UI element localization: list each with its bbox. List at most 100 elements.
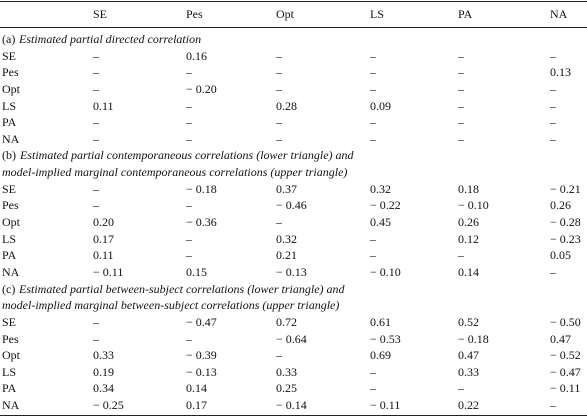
cell: – [458,98,464,113]
cell: – [93,48,99,63]
cell: − 0.11 [370,398,401,413]
cell: − 0.39 [186,348,217,363]
cell: – [276,115,282,130]
cell: 0.21 [276,248,297,263]
cell: – [276,65,282,80]
cell: 0.19 [93,364,114,379]
cell: – [186,115,192,130]
cell: – [370,364,376,379]
cell: – [550,131,556,146]
row-label: NA [2,398,20,413]
cell: 0.52 [458,314,479,329]
cell: 0.22 [458,398,479,413]
section-title: Estimated partial contemporaneous correl… [20,148,354,163]
cell: – [458,131,464,146]
column-header: PA [458,7,473,21]
header-rule [0,27,587,28]
row-label: LS [2,231,17,246]
row-label: Opt [2,215,20,230]
cell: − 0.13 [276,264,307,279]
cell: 0.12 [458,231,479,246]
cell: 0.26 [458,215,479,230]
cell: – [186,248,192,263]
row-label: Pes [2,331,19,346]
cell: − 0.11 [93,264,124,279]
cell: 0.61 [370,314,391,329]
column-header: Opt [276,7,294,21]
cell: − 0.10 [458,198,489,213]
section-label: (c) [2,281,16,296]
cell: 0.72 [276,314,297,329]
cell: − 0.13 [186,364,217,379]
cell: − 0.50 [550,314,581,329]
row-label: SE [2,181,17,196]
cell: – [550,398,556,413]
cell: 0.45 [370,215,391,230]
row-label: PA [2,115,17,130]
cell: – [370,381,376,396]
cell: – [458,81,464,96]
cell: – [93,181,99,196]
cell: – [458,248,464,263]
cell: – [370,65,376,80]
row-label: Pes [2,198,19,213]
cell: − 0.53 [370,331,401,346]
cell: − 0.46 [276,198,307,213]
cell: 0.47 [458,348,479,363]
cell: 0.32 [276,231,297,246]
cell: − 0.52 [550,348,581,363]
cell: – [550,264,556,279]
cell: – [186,98,192,113]
bottom-rule [0,415,587,416]
row-label: Opt [2,81,20,96]
cell: – [550,48,556,63]
cell: 0.25 [276,381,297,396]
cell: 0.14 [186,381,207,396]
cell: 0.09 [370,98,391,113]
section-label: (b) [2,148,16,163]
cell: − 0.22 [370,198,401,213]
cell: – [186,198,192,213]
cell: 0.26 [550,198,571,213]
cell: 0.33 [276,364,297,379]
cell: − 0.21 [550,181,581,196]
cell: − 0.64 [276,331,307,346]
cell: 0.69 [370,348,391,363]
row-label: NA [2,264,20,279]
row-label: SE [2,314,17,329]
cell: − 0.28 [550,215,581,230]
cell: – [93,314,99,329]
cell: − 0.47 [550,364,581,379]
cell: − 0.11 [550,381,581,396]
cell: − 0.47 [186,314,217,329]
cell: – [458,48,464,63]
column-header: SE [93,7,108,21]
top-rule [0,1,587,2]
column-header: LS [370,7,385,21]
cell: 0.28 [276,98,297,113]
cell: − 0.36 [186,215,217,230]
cell: 0.33 [93,348,114,363]
cell: – [93,115,99,130]
cell: − 0.25 [93,398,124,413]
cell: – [458,65,464,80]
cell: 0.14 [458,264,479,279]
cell: – [370,131,376,146]
cell: – [550,81,556,96]
cell: – [186,331,192,346]
cell: – [186,65,192,80]
row-label: SE [2,48,17,63]
cell: – [370,48,376,63]
section-title: Estimated partial directed correlation [19,32,202,46]
cell: 0.37 [276,181,297,196]
cell: – [276,131,282,146]
column-header: NA [550,7,568,21]
cell: 0.32 [370,181,391,196]
cell: 0.33 [458,364,479,379]
row-label: Pes [2,65,19,80]
cell: – [93,331,99,346]
cell: – [458,115,464,130]
row-label: LS [2,364,17,379]
cell: – [276,348,282,363]
